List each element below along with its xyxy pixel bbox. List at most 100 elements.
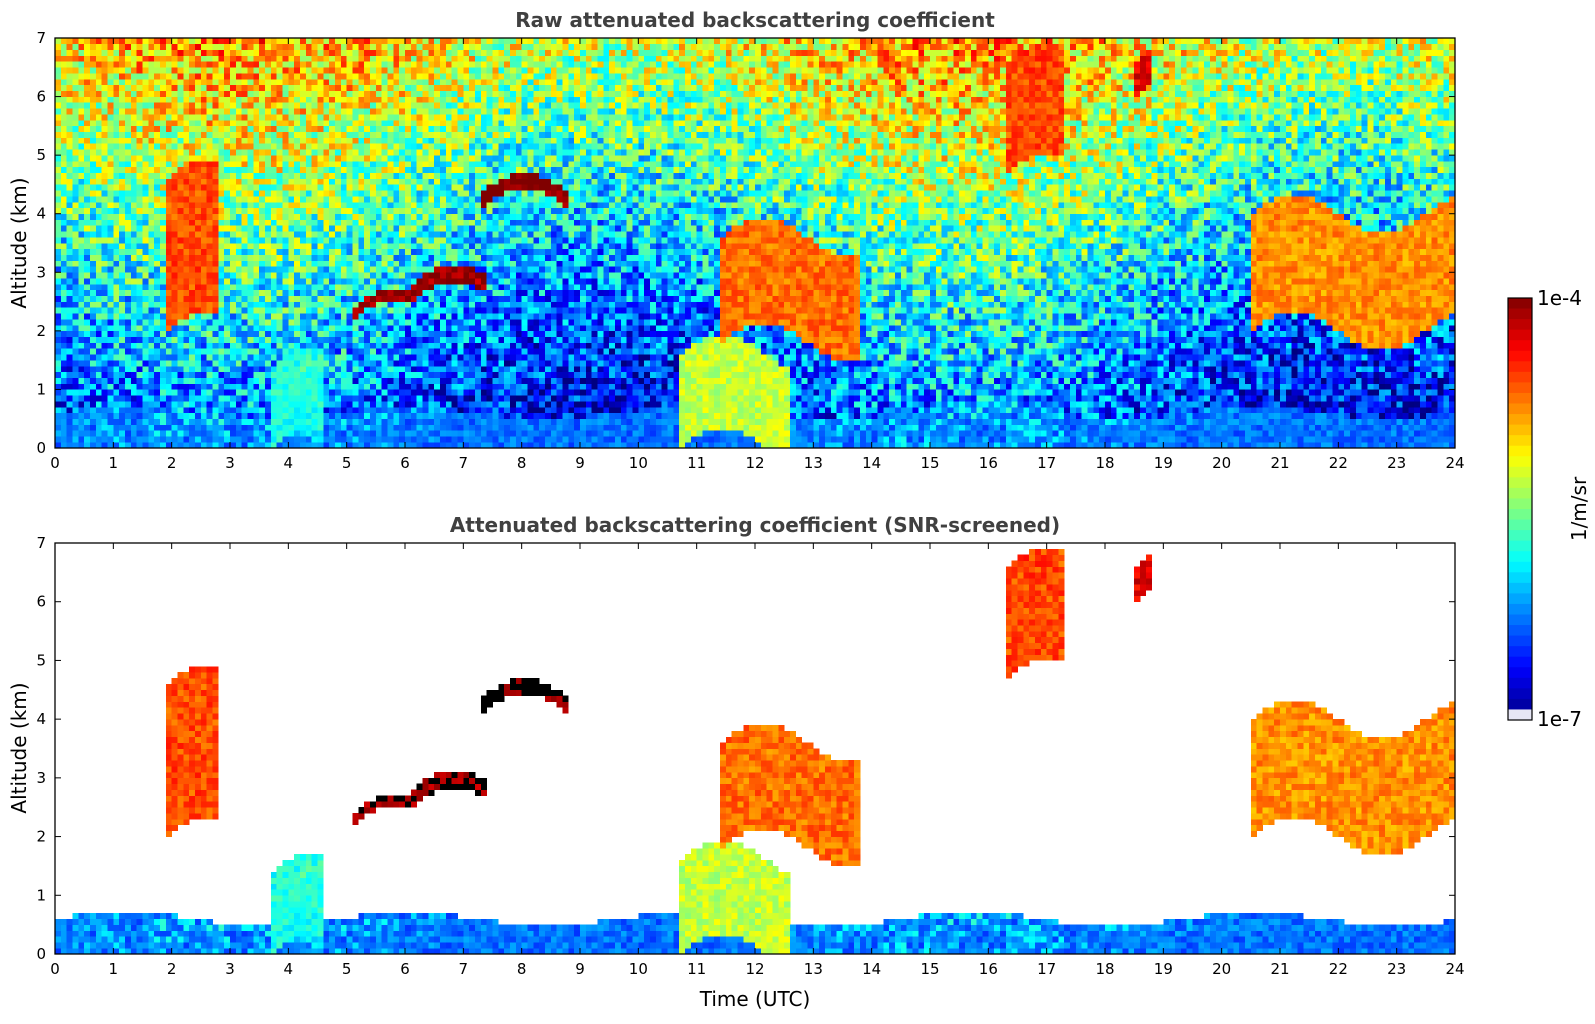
raw-cell xyxy=(440,196,447,203)
raw-cell xyxy=(177,237,184,244)
raw-cell xyxy=(463,354,470,361)
raw-cell xyxy=(55,84,62,92)
raw-cell xyxy=(78,389,85,396)
raw-cell xyxy=(230,184,237,191)
raw-cell xyxy=(113,125,120,133)
raw-cell xyxy=(375,243,382,250)
raw-cell xyxy=(177,424,184,431)
raw-cell xyxy=(282,166,289,174)
raw-cell xyxy=(183,207,190,215)
raw-cell xyxy=(160,336,167,343)
raw-cell xyxy=(410,330,417,338)
raw-cell xyxy=(305,196,312,203)
raw-cell xyxy=(189,43,196,51)
raw-cell xyxy=(405,49,412,56)
raw-cell xyxy=(364,166,371,174)
raw-cell xyxy=(165,295,172,302)
raw-cell xyxy=(451,196,458,203)
raw-cell xyxy=(340,248,347,256)
raw-cell xyxy=(212,377,219,384)
raw-cell xyxy=(323,289,330,297)
raw-cell xyxy=(428,272,435,279)
raw-cell xyxy=(265,395,272,402)
raw-cell xyxy=(276,342,283,349)
raw-cell xyxy=(90,272,97,279)
raw-cell xyxy=(218,49,225,56)
raw-cell xyxy=(399,178,406,185)
raw-cell xyxy=(154,254,161,261)
raw-cell xyxy=(125,231,132,238)
raw-cell xyxy=(230,383,237,390)
raw-cell xyxy=(416,125,423,133)
raw-cell xyxy=(335,371,342,379)
raw-cell xyxy=(195,207,202,215)
raw-cell xyxy=(253,389,260,396)
raw-cell xyxy=(195,172,202,179)
raw-cell xyxy=(183,243,190,250)
raw-cell xyxy=(288,295,295,302)
raw-cell xyxy=(294,266,301,273)
raw-cell xyxy=(142,313,149,320)
raw-cell xyxy=(66,313,73,320)
raw-cell xyxy=(72,49,79,56)
raw-cell xyxy=(101,436,108,443)
raw-cell xyxy=(154,389,161,396)
raw-cell xyxy=(160,43,167,51)
raw-cell xyxy=(165,284,172,291)
raw-cell xyxy=(218,202,225,209)
raw-cell xyxy=(247,395,254,402)
raw-cell xyxy=(171,161,178,168)
raw-cell xyxy=(288,172,295,179)
raw-cell xyxy=(125,342,132,349)
raw-cell xyxy=(305,442,312,448)
raw-cell xyxy=(119,254,126,261)
raw-cell xyxy=(440,342,447,349)
raw-cell xyxy=(405,196,412,203)
raw-cell xyxy=(335,225,342,232)
raw-cell xyxy=(160,383,167,390)
raw-cell xyxy=(276,43,283,51)
raw-cell xyxy=(160,149,167,156)
raw-cell xyxy=(130,202,137,209)
raw-cell xyxy=(270,436,277,443)
raw-cell xyxy=(241,149,248,156)
raw-cell xyxy=(253,202,260,209)
raw-cell xyxy=(253,190,260,197)
raw-cell xyxy=(457,313,464,320)
raw-cell xyxy=(440,260,447,267)
raw-cell xyxy=(323,395,330,402)
raw-cell xyxy=(241,219,248,226)
raw-cell xyxy=(282,284,289,291)
raw-cell xyxy=(340,219,347,226)
raw-cell xyxy=(323,207,330,215)
raw-cell xyxy=(259,178,266,185)
raw-cell xyxy=(288,301,295,308)
raw-cell xyxy=(329,254,336,261)
raw-cell xyxy=(60,196,67,203)
raw-cell xyxy=(148,424,155,431)
raw-cell xyxy=(358,289,365,297)
raw-cell xyxy=(410,67,417,74)
raw-cell xyxy=(393,196,400,203)
raw-cell xyxy=(218,260,225,267)
raw-cell xyxy=(171,289,178,297)
raw-cell xyxy=(457,90,464,97)
raw-cell xyxy=(101,313,108,320)
raw-cell xyxy=(212,348,219,355)
raw-cell xyxy=(393,348,400,355)
raw-cell xyxy=(125,155,132,162)
raw-cell xyxy=(346,38,353,45)
raw-cell xyxy=(113,254,120,261)
raw-cell xyxy=(235,55,242,62)
raw-cell xyxy=(335,442,342,448)
raw-cell xyxy=(224,172,231,179)
raw-cell xyxy=(84,79,91,86)
raw-cell xyxy=(95,366,102,373)
raw-cell xyxy=(189,125,196,133)
raw-cell xyxy=(206,49,213,56)
raw-cell xyxy=(212,202,219,209)
raw-cell xyxy=(148,84,155,92)
raw-cell xyxy=(142,243,149,250)
raw-cell xyxy=(434,395,441,402)
raw-cell xyxy=(305,272,312,279)
